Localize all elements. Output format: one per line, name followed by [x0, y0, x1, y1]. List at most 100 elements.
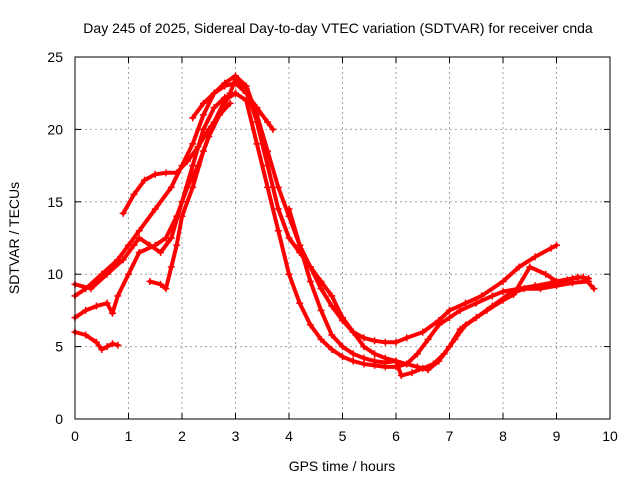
- data-point: [285, 234, 293, 242]
- series-s6: [146, 89, 239, 293]
- x-tick-label: 2: [178, 428, 186, 444]
- chart-title: Day 245 of 2025, Sidereal Day-to-day VTE…: [83, 20, 593, 36]
- data-point: [371, 357, 379, 365]
- data-point: [462, 299, 470, 307]
- data-point: [199, 111, 207, 119]
- series-line: [287, 207, 596, 378]
- series-s2: [71, 72, 560, 346]
- data-point: [114, 256, 122, 264]
- data-point: [339, 353, 346, 361]
- data-point: [274, 183, 282, 191]
- data-point: [419, 328, 427, 336]
- data-point: [92, 338, 100, 346]
- data-point: [82, 331, 90, 339]
- data-point: [296, 299, 304, 307]
- data-point: [328, 331, 336, 339]
- data-point: [119, 209, 127, 217]
- data-point: [189, 183, 197, 191]
- data-point: [408, 369, 416, 377]
- data-point: [472, 299, 480, 307]
- x-tick-label: 8: [499, 428, 507, 444]
- data-point: [317, 285, 325, 293]
- data-point: [151, 241, 159, 249]
- data-point: [189, 114, 197, 122]
- series-s5: [189, 79, 277, 133]
- series-s1: [71, 89, 593, 371]
- data-point: [130, 191, 138, 199]
- x-axis-label: GPS time / hours: [289, 458, 396, 474]
- data-point: [569, 275, 577, 283]
- data-point: [472, 314, 480, 322]
- data-point: [392, 357, 400, 365]
- data-point: [579, 273, 587, 281]
- data-point: [151, 205, 159, 213]
- data-point: [194, 143, 202, 151]
- data-point: [483, 306, 491, 314]
- data-point: [440, 350, 448, 358]
- y-tick-label: 15: [47, 194, 63, 210]
- y-tick-label: 20: [47, 121, 63, 137]
- data-point: [328, 345, 336, 353]
- data-point: [317, 335, 325, 343]
- data-point: [162, 169, 170, 177]
- data-point: [339, 317, 346, 325]
- data-point: [125, 241, 132, 249]
- data-point: [435, 317, 443, 325]
- data-point: [446, 314, 453, 322]
- data-point: [221, 96, 229, 104]
- data-point: [221, 82, 229, 90]
- data-point: [306, 321, 314, 329]
- data-point: [462, 321, 470, 329]
- data-point: [199, 99, 207, 107]
- data-point: [515, 263, 523, 271]
- data-point: [328, 292, 336, 300]
- data-point: [173, 241, 181, 249]
- x-tick-label: 4: [285, 428, 293, 444]
- x-tick-label: 0: [71, 428, 79, 444]
- data-point: [403, 334, 411, 342]
- grid: [75, 57, 610, 419]
- data-point: [371, 337, 379, 345]
- ticks: 0 1 2 3 4 5 6 7 8 9 10 0 5 10 15 20 25: [47, 49, 618, 444]
- data-point: [232, 79, 239, 87]
- data-point: [157, 280, 165, 288]
- data-point: [339, 343, 346, 351]
- data-point: [499, 296, 507, 304]
- data-point: [499, 288, 507, 296]
- data-point: [381, 359, 389, 367]
- data-point: [264, 183, 272, 191]
- data-point: [189, 140, 197, 148]
- data-point: [553, 277, 560, 285]
- data-point: [424, 335, 432, 343]
- data-point: [547, 244, 555, 252]
- data-point: [135, 227, 143, 235]
- data-point: [499, 277, 507, 285]
- data-point: [264, 162, 272, 170]
- data-point: [360, 334, 368, 342]
- data-point: [328, 302, 336, 310]
- data-point: [167, 183, 175, 191]
- data-point: [274, 227, 282, 235]
- data-point: [103, 299, 111, 307]
- data-point: [178, 212, 186, 220]
- series-s8: [285, 205, 598, 380]
- data-point: [553, 241, 560, 249]
- data-point: [157, 248, 165, 256]
- data-point: [151, 170, 159, 178]
- series-line: [73, 73, 559, 345]
- data-point: [98, 345, 106, 353]
- data-point: [456, 306, 464, 314]
- data-point: [199, 147, 207, 155]
- x-tick-label: 1: [125, 428, 133, 444]
- y-tick-label: 0: [55, 411, 63, 427]
- data-point: [360, 343, 368, 351]
- data-point: [82, 306, 90, 314]
- data-point: [114, 341, 122, 349]
- data-point: [210, 118, 218, 126]
- series-line: [147, 91, 238, 291]
- data-point: [510, 290, 518, 298]
- data-point: [520, 285, 528, 293]
- data-point: [542, 270, 550, 278]
- series-layer: [71, 72, 598, 380]
- data-point: [446, 306, 453, 314]
